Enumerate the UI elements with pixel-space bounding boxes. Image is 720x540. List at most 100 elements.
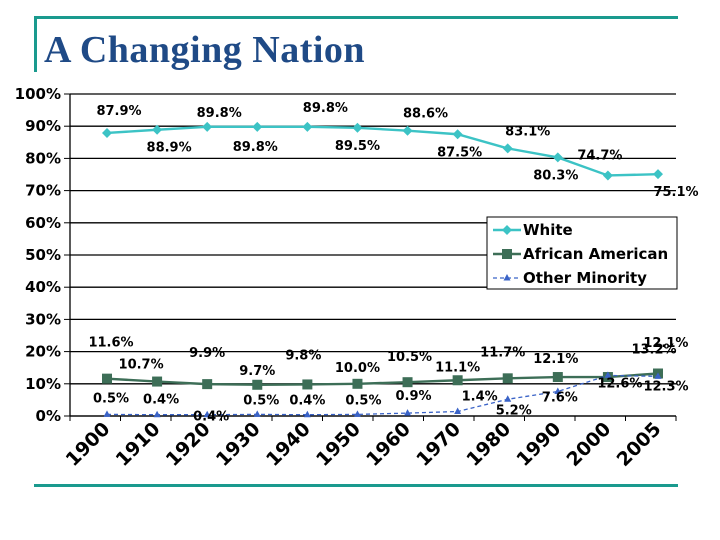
data-label: 0.4%: [193, 410, 229, 425]
data-point: [654, 372, 662, 379]
data-label: 9.9%: [189, 346, 225, 361]
series-line-white: [106, 125, 659, 177]
data-point: [402, 377, 413, 388]
data-label: 10.0%: [335, 361, 380, 376]
legend-label: African American: [523, 245, 668, 263]
data-label: 87.5%: [437, 145, 482, 160]
data-label: 0.4%: [289, 394, 325, 409]
data-label: 9.7%: [239, 364, 275, 379]
data-point: [203, 410, 211, 418]
data-point: [402, 125, 413, 136]
data-label: 80.3%: [533, 168, 578, 183]
data-point: [252, 121, 263, 132]
data-point: [102, 373, 112, 384]
data-label: 11.1%: [435, 360, 480, 375]
data-label: 11.7%: [480, 345, 525, 360]
data-label: 9.8%: [285, 348, 321, 363]
x-tick-label: 1940: [262, 418, 315, 471]
data-point: [404, 409, 412, 416]
data-point: [452, 375, 463, 386]
data-point: [303, 410, 311, 418]
data-point: [502, 373, 513, 384]
legend-marker: [502, 249, 512, 259]
data-label: 12.3%: [643, 379, 688, 394]
data-point: [252, 379, 263, 390]
data-label: 87.9%: [96, 104, 141, 119]
data-label: 74.7%: [577, 148, 622, 163]
series-line-other-minority: [106, 374, 659, 416]
x-tick-label: 1950: [312, 418, 365, 471]
y-tick-label: 30%: [25, 310, 61, 328]
data-label: 11.6%: [88, 336, 133, 351]
data-label: 10.7%: [119, 358, 164, 373]
data-point: [352, 122, 363, 133]
data-point: [554, 387, 562, 395]
x-tick-label: 1930: [212, 418, 265, 471]
x-tick-label: 1970: [412, 418, 465, 471]
data-label: 10.5%: [387, 350, 432, 365]
legend-marker: [502, 225, 512, 235]
data-point: [504, 395, 512, 402]
data-label: 13.2%: [631, 342, 676, 357]
data-label: 0.5%: [345, 393, 381, 408]
x-tick-label: 1960: [362, 418, 415, 471]
data-label: 88.9%: [147, 141, 192, 156]
data-label: 89.8%: [303, 101, 348, 116]
y-tick-label: 60%: [25, 214, 61, 232]
data-point: [353, 410, 361, 417]
y-tick-label: 100%: [15, 85, 61, 103]
y-tick-label: 80%: [25, 149, 61, 167]
data-label: 83.1%: [505, 124, 550, 139]
series-line-african-american: [106, 372, 659, 386]
y-tick-label: 10%: [25, 375, 61, 393]
data-label: 89.5%: [335, 139, 380, 154]
data-point: [452, 129, 463, 140]
data-point: [352, 378, 363, 389]
data-label: 88.6%: [403, 107, 448, 122]
data-label: 0.9%: [396, 389, 432, 404]
data-label: 0.5%: [243, 393, 279, 408]
data-point: [552, 372, 563, 383]
x-tick-label: 2000: [562, 418, 615, 471]
y-tick-label: 40%: [25, 278, 61, 296]
y-tick-label: 20%: [25, 343, 61, 361]
data-label: 89.8%: [197, 106, 242, 121]
data-point: [454, 407, 462, 414]
title-left-bar: [34, 16, 37, 72]
data-label: 1.4%: [462, 389, 498, 404]
data-point: [502, 143, 513, 154]
data-point: [604, 371, 612, 378]
data-label: 75.1%: [653, 185, 698, 200]
data-label: 89.8%: [233, 140, 278, 155]
x-tick-label: 1920: [162, 418, 215, 471]
data-label: 0.4%: [143, 393, 179, 408]
data-point: [302, 121, 313, 132]
data-point: [653, 169, 663, 180]
data-point: [152, 124, 163, 135]
data-label: 0.5%: [93, 391, 129, 406]
data-point: [602, 170, 613, 181]
x-tick-label: 1910: [112, 418, 165, 471]
data-label: 5.2%: [496, 403, 532, 418]
data-label: 7.6%: [542, 391, 578, 406]
data-point: [552, 152, 563, 163]
x-tick-label: 2005: [613, 418, 666, 471]
data-point: [302, 379, 313, 390]
data-label: 12.1%: [533, 352, 578, 367]
data-point: [153, 410, 161, 418]
legend-label: Other Minority: [523, 269, 647, 287]
data-point: [102, 127, 112, 138]
data-point: [202, 121, 213, 132]
data-point: [103, 410, 111, 417]
data-point: [152, 376, 163, 387]
y-tick-label: 70%: [25, 182, 61, 200]
x-tick-label: 1990: [512, 418, 565, 471]
x-tick-label: 1900: [62, 418, 115, 471]
y-tick-label: 50%: [25, 246, 61, 264]
legend-marker: [503, 274, 511, 281]
legend-label: White: [523, 221, 573, 239]
data-point: [202, 379, 213, 390]
data-label: 12.6%: [597, 376, 642, 391]
